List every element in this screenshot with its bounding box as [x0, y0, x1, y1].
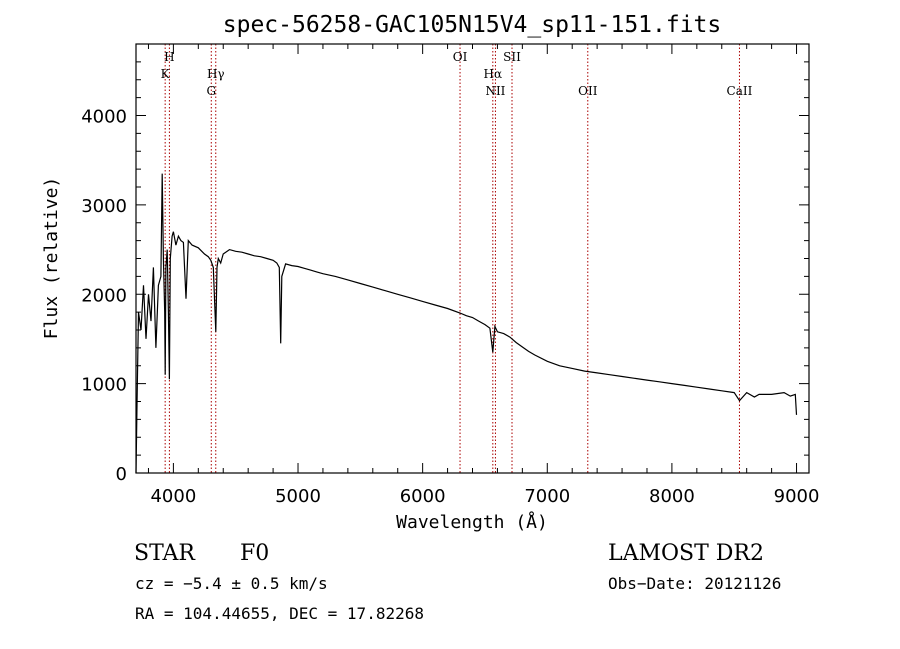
line-label-K: K [161, 67, 171, 81]
line-label-H: H [164, 50, 174, 64]
y-tick-label: 2000 [81, 285, 127, 306]
x-tick-label: 6000 [400, 486, 446, 507]
y-tick-label: 1000 [81, 375, 127, 396]
plot-frame [135, 43, 810, 474]
spectral-line-labels: HK Hγ G OI Hα NII SII OII CaII [161, 50, 753, 98]
line-label-CaII: CaII [727, 84, 753, 98]
line-label-OII: OII [578, 84, 598, 98]
x-tick-label: 8000 [649, 486, 695, 507]
x-tick-label: 4000 [150, 486, 196, 507]
coordinates: RA = 104.44655, DEC = 17.82268 [135, 604, 424, 623]
line-label-NII: NII [485, 84, 505, 98]
object-subclass: F0 [240, 541, 269, 566]
observation-date: Obs−Date: 20121126 [608, 574, 781, 593]
x-axis: 4000 5000 6000 7000 8000 9000 [147, 44, 820, 507]
line-label-SII: SII [503, 50, 521, 64]
line-label-Hα: Hα [484, 67, 503, 81]
survey-name: LAMOST DR2 [608, 541, 764, 566]
chart-title: spec-56258-GAC105N15V4_sp11-151.fits [223, 12, 722, 38]
line-label-OI: OI [453, 50, 468, 64]
spectral-line-markers [164, 44, 740, 473]
x-tick-label: 5000 [275, 486, 321, 507]
line-label-Hγ: Hγ [207, 67, 225, 81]
y-tick-label: 4000 [81, 107, 127, 128]
y-axis: 0 1000 2000 3000 4000 [81, 61, 809, 485]
spectrum-line [135, 173, 798, 474]
y-tick-label: 3000 [81, 196, 127, 217]
line-label-G: G [206, 84, 216, 98]
x-axis-label: Wavelength (Å) [396, 511, 548, 533]
object-class: STAR [134, 541, 196, 566]
plot-area [135, 173, 798, 474]
y-axis-label: Flux (relative) [41, 177, 62, 340]
x-tick-label: 9000 [774, 486, 820, 507]
redshift-value: cz = −5.4 ± 0.5 km/s [135, 574, 328, 593]
x-tick-label: 7000 [524, 486, 570, 507]
y-tick-label: 0 [116, 464, 127, 485]
